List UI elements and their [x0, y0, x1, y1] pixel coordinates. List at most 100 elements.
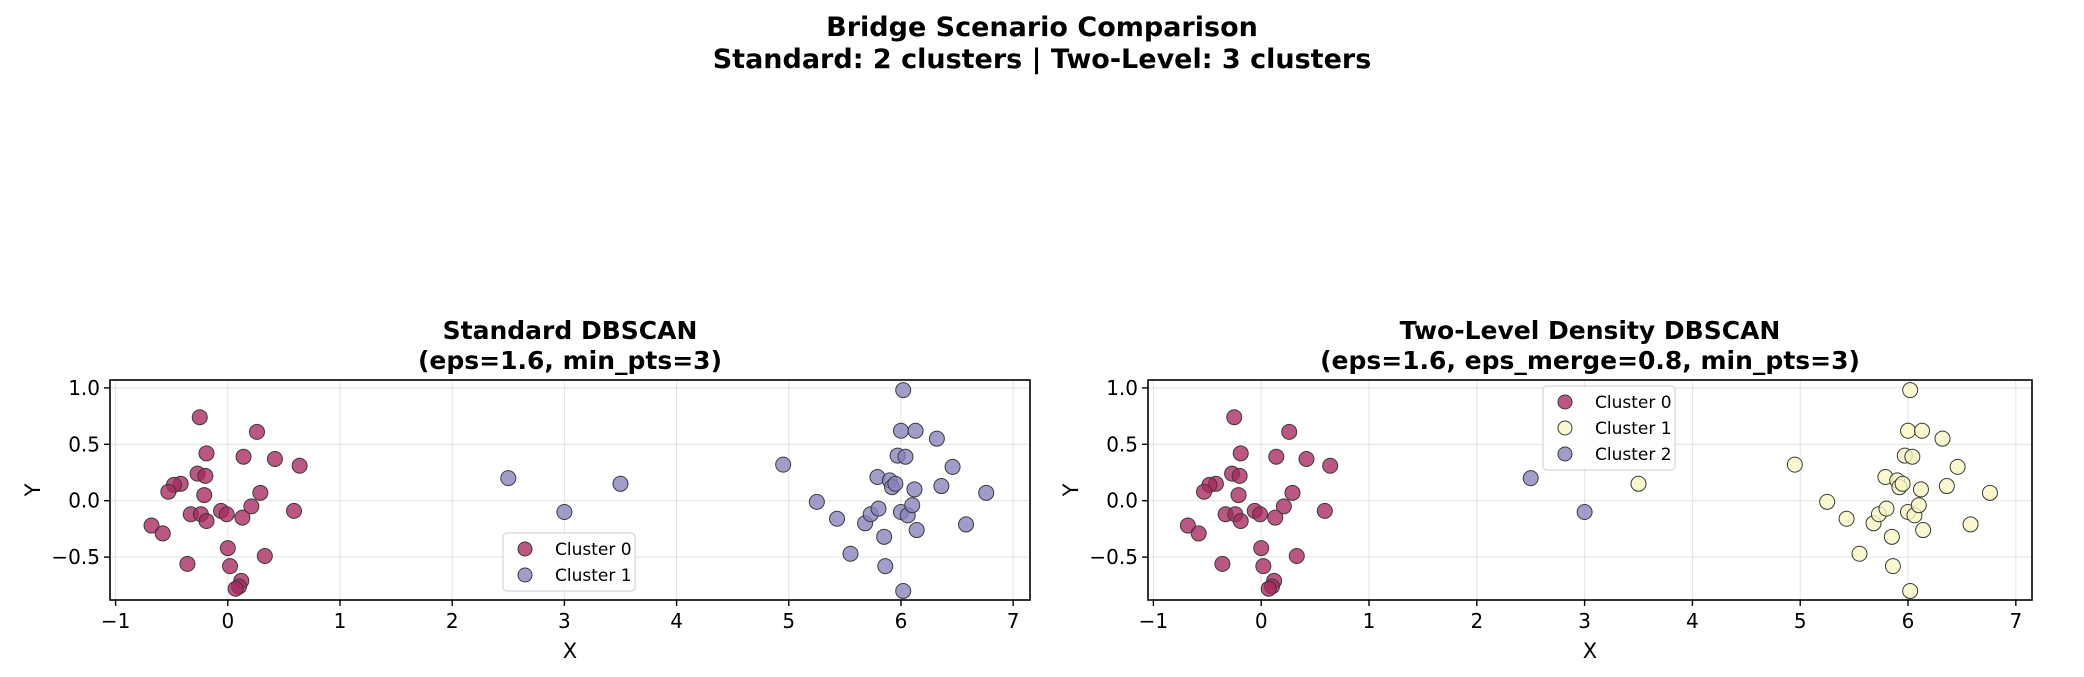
scatter-point	[1938, 478, 1955, 495]
scatter-point	[266, 450, 283, 467]
panel-title-line1: Standard DBSCAN	[443, 316, 698, 345]
scatter-point	[1179, 517, 1196, 534]
x-tick-label: 7	[2009, 609, 2022, 633]
scatter-point	[895, 582, 912, 599]
legend-label: Cluster 0	[555, 540, 632, 560]
x-tick-label: 4	[670, 609, 683, 633]
y-tick-label: 0.5	[68, 432, 100, 456]
scatter-point	[1260, 580, 1277, 597]
scatter-point	[243, 498, 260, 515]
scatter-point	[154, 525, 171, 542]
legend-marker	[1557, 394, 1573, 410]
y-axis-label: Y	[21, 483, 45, 497]
legend-label: Cluster 1	[555, 566, 632, 586]
scatter-point	[1819, 493, 1836, 510]
legend-label: Cluster 0	[1595, 393, 1672, 413]
scatter-point	[1962, 516, 1979, 533]
scatter-point	[179, 555, 196, 572]
scatter-point	[907, 422, 924, 439]
series-cluster-1	[500, 382, 995, 599]
scatter-point	[143, 517, 160, 534]
legend-marker	[1557, 420, 1573, 436]
x-tick-label: 4	[1686, 609, 1699, 633]
x-tick-label: 2	[446, 609, 459, 633]
scatter-point	[291, 457, 308, 474]
scatter-point	[870, 500, 887, 517]
scatter-point	[1226, 409, 1243, 426]
scatter-point	[234, 509, 251, 526]
scatter-point	[1190, 525, 1207, 542]
legend-marker	[517, 541, 533, 557]
panel-title-line2: (eps=1.6, eps_merge=0.8, min_pts=3)	[1320, 346, 1860, 375]
scatter-point	[191, 409, 208, 426]
series-cluster-2	[1522, 470, 1593, 520]
legend-marker	[517, 567, 533, 583]
scatter-point	[1576, 504, 1593, 520]
y-tick-label: 0.0	[68, 489, 100, 513]
scatter-point	[1267, 509, 1284, 526]
scatter-point	[1232, 445, 1249, 462]
x-tick-label: −1	[1139, 609, 1168, 633]
x-axis-label: X	[563, 639, 577, 663]
y-tick-label: 0.5	[1106, 432, 1138, 456]
scatter-point	[876, 528, 893, 545]
scatter-point	[1322, 457, 1339, 474]
scatter-point	[958, 516, 975, 533]
y-tick-label: 0.0	[1106, 489, 1138, 513]
scatter-point	[808, 493, 825, 510]
scatter-point	[222, 558, 239, 575]
scatter-point	[1912, 481, 1929, 498]
scatter-point	[227, 580, 244, 597]
scatter-point	[256, 548, 273, 564]
scatter-point	[1252, 506, 1269, 523]
x-tick-label: 3	[558, 609, 571, 633]
scatter-point	[160, 483, 177, 500]
scatter-point	[933, 478, 950, 495]
scatter-point	[842, 545, 859, 562]
scatter-point	[978, 484, 995, 501]
scatter-point	[1838, 510, 1855, 527]
figure-suptitle-line1: Bridge Scenario Comparison	[826, 12, 1258, 43]
standard-dbscan-panel: Standard DBSCAN(eps=1.6, min_pts=3) −1 0 1 2…	[21, 316, 1031, 663]
scatter-point	[1214, 555, 1231, 572]
y-axis-label: Y	[1059, 483, 1083, 497]
y-tick-label: 1.0	[68, 376, 100, 400]
legend-label: Cluster 2	[1595, 445, 1672, 465]
x-tick-label: 5	[782, 609, 795, 633]
scatter-point	[1851, 545, 1868, 562]
scatter-point	[1915, 522, 1932, 539]
x-tick-label: 1	[1363, 609, 1376, 633]
scatter-point	[500, 470, 517, 487]
scatter-point	[1281, 423, 1298, 440]
legend: Cluster 0 Cluster 1	[502, 532, 636, 592]
scatter-point	[196, 487, 213, 504]
scatter-point	[1883, 528, 1900, 545]
series-cluster-0	[1179, 409, 1339, 597]
scatter-point	[1232, 513, 1249, 530]
scatter-point	[1196, 483, 1213, 500]
scatter-point	[286, 502, 302, 519]
scatter-point	[556, 504, 573, 520]
x-tick-label: 2	[1470, 609, 1483, 633]
scatter-point	[1253, 540, 1270, 557]
scatter-point	[928, 430, 945, 447]
x-tick-label: 7	[1007, 609, 1020, 633]
x-tick-label: 6	[1902, 609, 1915, 633]
figure-suptitle-line2: Standard: 2 clusters | Two-Level: 3 clus…	[713, 44, 1372, 75]
scatter-point	[887, 475, 904, 492]
scatter-point	[248, 423, 265, 440]
panel-title-line1: Two-Level Density DBSCAN	[1400, 316, 1781, 345]
scatter-point	[1934, 430, 1951, 447]
y-tick-label: −0.5	[1089, 545, 1138, 569]
scatter-point	[877, 558, 894, 575]
x-tick-label: 5	[1794, 609, 1807, 633]
scatter-point	[1949, 458, 1966, 475]
scatter-point	[1878, 500, 1895, 517]
scatter-point	[1786, 456, 1803, 473]
series-cluster-0	[143, 409, 308, 597]
scatter-point	[197, 467, 214, 484]
scatter-point	[1316, 502, 1333, 519]
legend: Cluster 0 Cluster 1 Cluster 2	[1542, 385, 1676, 471]
legend-marker	[1557, 446, 1573, 462]
legend-box	[1542, 385, 1676, 471]
